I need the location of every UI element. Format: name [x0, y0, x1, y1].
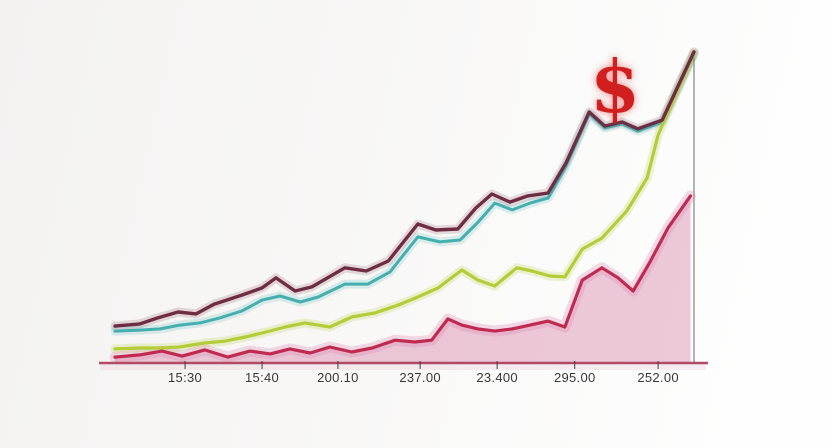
under-axis-haze — [100, 364, 706, 370]
red-area — [115, 195, 691, 363]
series-lines — [113, 50, 696, 359]
x-axis-ticks — [184, 361, 659, 369]
x-tick-label: 15:30 — [168, 370, 202, 385]
x-tick-label: 295.00 — [554, 370, 596, 385]
red-line — [113, 194, 693, 359]
x-tick-label: 252.00 — [637, 370, 679, 385]
green-line — [113, 51, 696, 351]
maroon-line — [113, 50, 696, 328]
dollar-annotation: $ — [590, 44, 640, 129]
x-tick-label: 237.00 — [399, 370, 441, 385]
x-tick-label: 15:40 — [245, 370, 279, 385]
x-tick-label: 23.400 — [476, 370, 518, 385]
x-tick-label: 200.10 — [317, 370, 359, 385]
x-axis-tick-labels: 15:30 15:40 200.10 237.00 23.400 295.00 252.00 — [168, 370, 679, 385]
area-fills — [115, 195, 691, 363]
